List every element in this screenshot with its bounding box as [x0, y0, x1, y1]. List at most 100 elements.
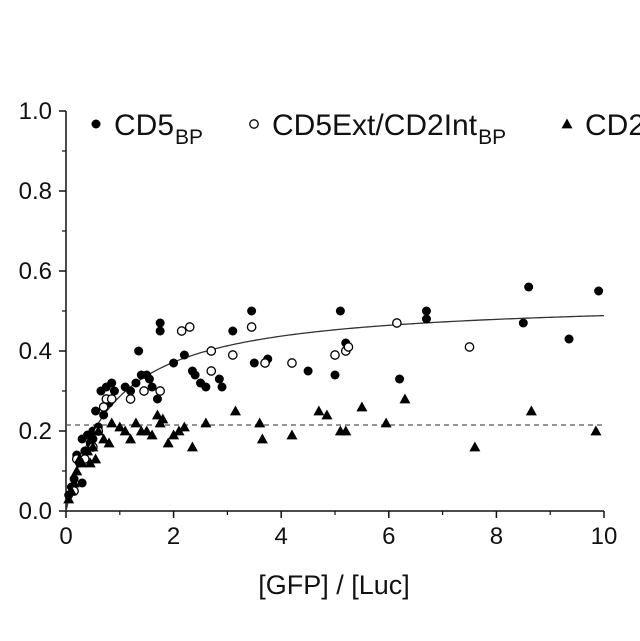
- legend-marker: [249, 119, 259, 129]
- x-tick-label: 0: [59, 523, 72, 550]
- data-point: [186, 441, 198, 452]
- data-point: [65, 485, 77, 496]
- data-point: [399, 393, 411, 404]
- data-point: [90, 453, 102, 464]
- data-point: [228, 326, 238, 336]
- data-point: [464, 342, 475, 352]
- y-tick-label: 0.4: [19, 338, 52, 365]
- data-point: [184, 322, 195, 332]
- data-point: [421, 314, 431, 324]
- data-point: [76, 457, 88, 468]
- legend-label: CD2: [585, 109, 640, 142]
- data-point: [82, 445, 94, 456]
- data-point: [201, 382, 211, 392]
- data-point: [168, 429, 180, 440]
- legend-item: CD5BP: [91, 109, 203, 149]
- data-point: [214, 374, 224, 384]
- legend-label-subscript: BP: [478, 126, 506, 149]
- data-point: [119, 425, 131, 436]
- x-tick-label: 4: [275, 523, 288, 550]
- data-point: [330, 350, 340, 360]
- data-point: [84, 457, 96, 468]
- data-point: [524, 282, 534, 292]
- axes: 0 2 4 6 8 10 0.0 0.2 0.4 0.6 0.8 1.0: [19, 98, 618, 550]
- data-point: [256, 433, 268, 444]
- fit-curve: [65, 314, 605, 512]
- data-point: [206, 346, 217, 356]
- data-point: [139, 386, 149, 396]
- data-point: [88, 434, 98, 444]
- x-tick-label: 10: [591, 523, 618, 550]
- data-point: [206, 366, 217, 376]
- data-point: [594, 286, 604, 296]
- data-point: [169, 358, 179, 368]
- data-point: [162, 437, 174, 448]
- x-tick-label: 8: [490, 523, 503, 550]
- legend-label: CD5Ext/CD2IntBP: [272, 109, 506, 149]
- data-point: [179, 350, 189, 360]
- data-point: [98, 402, 109, 412]
- data-point: [287, 358, 297, 368]
- data-point: [247, 306, 257, 316]
- data-point: [151, 409, 163, 420]
- data-point: [126, 386, 136, 396]
- x-tick-label: 2: [167, 523, 180, 550]
- legend: CD5BP CD5Ext/CD2IntBP CD2: [91, 109, 640, 149]
- data-point: [98, 433, 110, 444]
- data-point: [107, 378, 117, 388]
- data-point: [260, 358, 270, 368]
- y-tick-label: 0.6: [19, 258, 52, 285]
- x-tick-label: 6: [382, 523, 395, 550]
- y-tick-label: 0.2: [19, 418, 52, 445]
- data-point: [68, 477, 80, 488]
- data-point: [330, 370, 340, 380]
- data-point: [303, 366, 313, 376]
- legend-item: CD2: [561, 109, 640, 142]
- series-2: [69, 318, 475, 496]
- data-point: [91, 406, 101, 416]
- data-point: [392, 318, 402, 328]
- data-point: [114, 421, 126, 432]
- data-point: [254, 417, 266, 428]
- data-point: [525, 405, 537, 416]
- data-point: [227, 350, 238, 360]
- data-point: [155, 326, 165, 336]
- data-point: [313, 405, 325, 416]
- data-point: [380, 417, 392, 428]
- data-point: [343, 342, 354, 352]
- data-point: [321, 409, 333, 420]
- data-point: [125, 433, 137, 444]
- data-point: [109, 386, 119, 396]
- data-point: [335, 306, 345, 316]
- data-point: [200, 417, 212, 428]
- data-point: [173, 425, 185, 436]
- data-point: [518, 318, 528, 328]
- data-point: [356, 401, 368, 412]
- data-point: [106, 394, 117, 404]
- data-point: [77, 478, 87, 488]
- data-point: [249, 358, 259, 368]
- data-point: [144, 374, 154, 384]
- data-point: [395, 374, 405, 384]
- data-point: [152, 394, 162, 404]
- series-3: [63, 393, 602, 504]
- legend-marker: [561, 118, 573, 129]
- data-point: [131, 378, 141, 388]
- legend-marker: [91, 119, 101, 129]
- data-point: [87, 441, 99, 452]
- data-point: [190, 370, 200, 380]
- data-point: [155, 386, 165, 396]
- y-tick-label: 1.0: [19, 98, 52, 125]
- data-point: [92, 425, 104, 436]
- data-point: [134, 346, 144, 356]
- data-point: [141, 425, 153, 436]
- data-point: [229, 405, 241, 416]
- data-point: [103, 437, 115, 448]
- data-point: [147, 382, 157, 392]
- x-axis-title: [GFP] / [Luc]: [258, 570, 410, 600]
- data-point: [178, 421, 190, 432]
- legend-label-subscript: BP: [175, 126, 203, 149]
- data-point: [421, 306, 431, 316]
- data-point: [246, 322, 257, 332]
- data-point: [71, 465, 83, 476]
